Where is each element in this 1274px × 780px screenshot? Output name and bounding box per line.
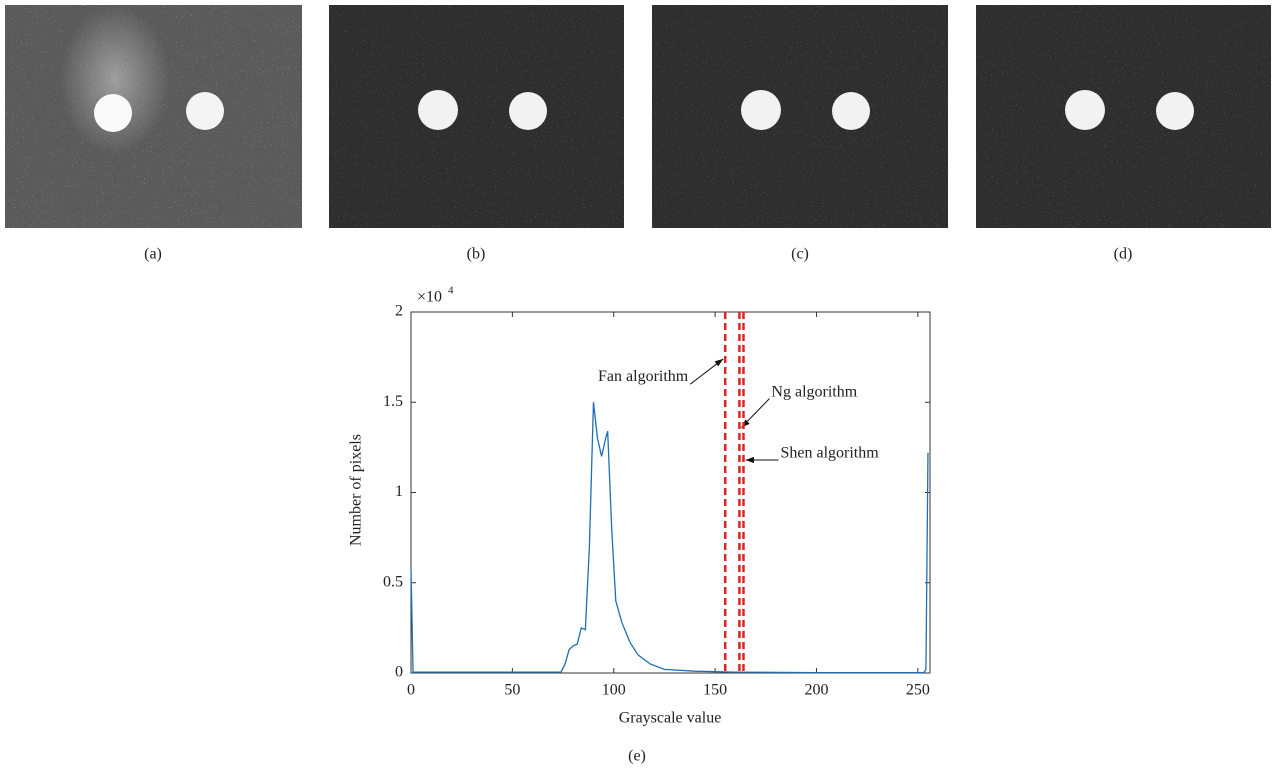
y-tick-label: 0.5 (383, 573, 403, 590)
panel-label: (e) (628, 748, 646, 765)
x-tick-label: 200 (804, 682, 828, 699)
panel-label: (d) (1114, 246, 1133, 263)
image-a (5, 5, 302, 228)
x-axis-label: Grayscale value (619, 710, 722, 727)
annotation: Fan algorithm (598, 368, 689, 385)
image-b (329, 5, 624, 228)
plot-frame (410, 311, 931, 674)
annotation: Shen algorithm (780, 445, 879, 462)
panel-label: (a) (144, 246, 162, 263)
panel-label: (c) (791, 246, 809, 263)
x-tick-label: 50 (504, 682, 520, 699)
histogram-line (410, 402, 929, 674)
image-c (652, 5, 948, 228)
x-tick-label: 150 (703, 682, 727, 699)
y-axis-label: Number of pixels (348, 434, 365, 546)
arrow-head (714, 358, 724, 367)
x-tick-label: 100 (602, 682, 626, 699)
y-multiplier-exponent: 4 (448, 285, 454, 297)
y-multiplier: ×10 (417, 289, 442, 306)
x-tick-label: 0 (407, 682, 415, 699)
y-tick-label: 1.5 (383, 393, 403, 410)
panel-label: (b) (467, 246, 486, 263)
y-tick-label: 1 (395, 483, 403, 500)
y-tick-label: 0 (395, 664, 403, 681)
arrow-head (745, 456, 754, 464)
x-tick-label: 250 (906, 682, 930, 699)
image-d (976, 5, 1271, 228)
annotation: Ng algorithm (771, 383, 857, 400)
y-tick-label: 2 (395, 303, 403, 320)
